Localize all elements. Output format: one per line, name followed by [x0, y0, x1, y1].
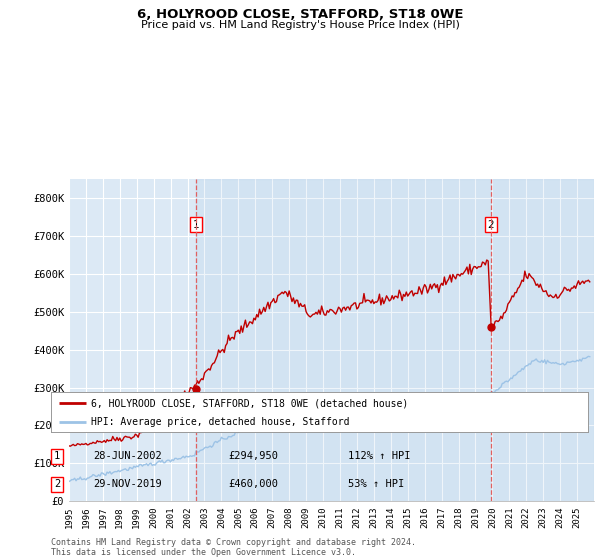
Text: 6, HOLYROOD CLOSE, STAFFORD, ST18 0WE (detached house): 6, HOLYROOD CLOSE, STAFFORD, ST18 0WE (d…: [91, 398, 409, 408]
Text: 6, HOLYROOD CLOSE, STAFFORD, ST18 0WE: 6, HOLYROOD CLOSE, STAFFORD, ST18 0WE: [137, 8, 463, 21]
Bar: [196, 179, 594, 501]
Text: 53% ↑ HPI: 53% ↑ HPI: [348, 479, 404, 489]
Text: 2: 2: [488, 220, 494, 230]
Text: 28-JUN-2002: 28-JUN-2002: [93, 451, 162, 461]
Text: 29-NOV-2019: 29-NOV-2019: [93, 479, 162, 489]
Text: 1: 1: [193, 220, 199, 230]
Text: 2: 2: [54, 479, 60, 489]
Text: £294,950: £294,950: [228, 451, 278, 461]
Text: £460,000: £460,000: [228, 479, 278, 489]
Text: 112% ↑ HPI: 112% ↑ HPI: [348, 451, 410, 461]
Text: Contains HM Land Registry data © Crown copyright and database right 2024.
This d: Contains HM Land Registry data © Crown c…: [51, 538, 416, 557]
Text: 1: 1: [54, 451, 60, 461]
Text: HPI: Average price, detached house, Stafford: HPI: Average price, detached house, Staf…: [91, 417, 350, 427]
Text: Price paid vs. HM Land Registry's House Price Index (HPI): Price paid vs. HM Land Registry's House …: [140, 20, 460, 30]
